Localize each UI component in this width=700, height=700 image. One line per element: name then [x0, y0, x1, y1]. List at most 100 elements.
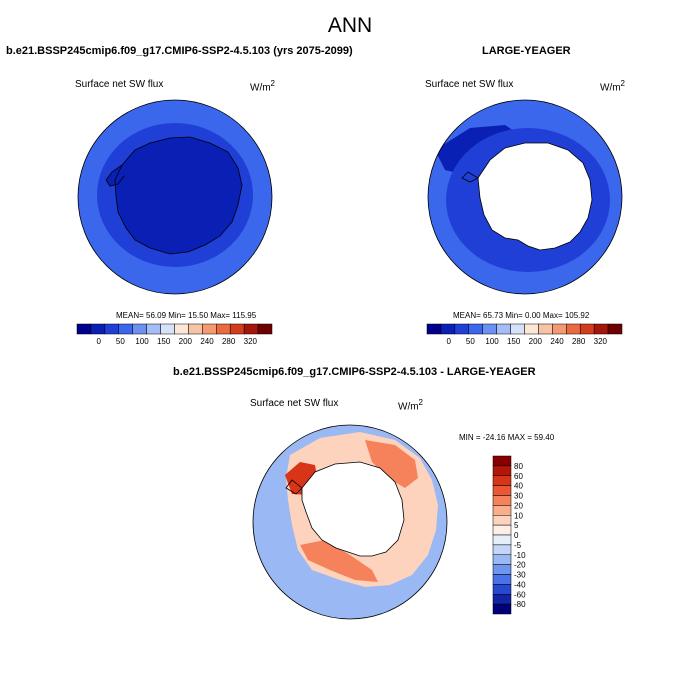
right-ice-mask	[478, 143, 592, 250]
right-colorbar-swatch	[524, 323, 539, 335]
right-stats: MEAN= 65.73 Min= 0.00 Max= 105.92	[453, 311, 590, 320]
left-colorbar-swatch	[90, 323, 106, 335]
right-variable-label: Surface net SW flux	[425, 79, 514, 90]
diff-colorbar-tick-label: -5	[514, 541, 522, 550]
left-colorbar-swatch	[174, 323, 189, 335]
diff-colorbar-swatch	[492, 584, 512, 595]
left-colorbar-swatch	[104, 323, 120, 335]
diff-colorbar-tick-label: 0	[514, 531, 519, 540]
diff-colorbar-swatch	[492, 515, 512, 526]
right-colorbar-swatch	[538, 323, 553, 335]
left-antarctica-region	[115, 137, 242, 254]
diff-colorbar-swatch	[492, 524, 512, 536]
diff-colorbar-tick-label: 30	[514, 492, 523, 501]
right-colorbar-tick-label: 50	[466, 337, 475, 346]
left-colorbar-swatch	[160, 323, 175, 335]
left-map	[77, 99, 273, 295]
diff-colorbar-swatch	[492, 534, 512, 546]
left-case-title: b.e21.BSSP245cmip6.f09_g17.CMIP6-SSP2-4.…	[6, 45, 353, 57]
diff-colorbar-tick-label: 60	[514, 472, 523, 481]
right-colorbar-tick-label: 280	[572, 337, 586, 346]
right-colorbar-tick-label: 320	[594, 337, 608, 346]
diff-map-border	[252, 424, 448, 620]
diff-colorbar-swatch	[492, 544, 512, 555]
diff-colorbar-swatch	[492, 505, 512, 516]
diff-ice-mask	[302, 462, 404, 556]
left-colorbar-swatch	[118, 323, 133, 335]
left-colorbar-tick-label: 150	[157, 337, 171, 346]
left-colorbar-swatch	[188, 323, 203, 335]
diff-variable-label: Surface net SW flux	[250, 398, 339, 409]
diff-colorbar-tick-label: -40	[514, 580, 526, 589]
right-colorbar-swatch	[426, 323, 442, 335]
right-coastline	[461, 142, 593, 251]
right-case-title: LARGE-YEAGER	[482, 45, 571, 57]
diff-colorbar-tick-label: -60	[514, 590, 526, 599]
right-colorbar-swatch	[607, 323, 623, 335]
right-colorbar-swatch	[510, 323, 525, 335]
right-colorbar-tick-label: 150	[507, 337, 521, 346]
right-colorbar-tick-label: 0	[446, 337, 451, 346]
diff-colorbar-tick-label: 5	[514, 521, 519, 530]
left-colorbar-swatch	[132, 323, 147, 335]
diff-strong-ne-region	[365, 440, 418, 488]
left-colorbar-tick-label: 0	[96, 337, 101, 346]
left-colorbar-tick-label: 100	[135, 337, 149, 346]
left-colorbar-swatch	[202, 323, 217, 335]
left-colorbar-tick-label: 50	[116, 337, 125, 346]
diff-colorbar-swatch	[492, 485, 512, 496]
left-colorbar-tick-label: 240	[200, 337, 214, 346]
diff-colorbar-swatch	[492, 564, 512, 575]
right-colorbar-swatch	[566, 323, 581, 335]
diff-colorbar-tick-label: -80	[514, 600, 526, 609]
left-map-border	[77, 99, 273, 295]
right-colorbar-swatch	[593, 323, 609, 335]
diff-map	[252, 424, 448, 620]
right-colorbar-tick-label: 100	[485, 337, 499, 346]
right-colorbar-swatch	[468, 323, 483, 335]
diff-colorbar-swatch	[492, 475, 512, 486]
page-title: ANN	[327, 14, 373, 37]
diff-colorbar-swatch	[492, 594, 512, 605]
left-colorbar-tick-label: 320	[244, 337, 258, 346]
right-colorbar-swatch	[496, 323, 511, 335]
right-colorbar-swatch	[552, 323, 567, 335]
right-colorbar-swatch	[440, 323, 456, 335]
right-colorbar-tick-label: 200	[529, 337, 543, 346]
right-colorbar-swatch	[482, 323, 497, 335]
right-colorbar-swatch	[454, 323, 470, 335]
diff-case-title: b.e21.BSSP245cmip6.f09_g17.CMIP6-SSP2-4.…	[173, 366, 536, 378]
diff-colorbar-tick-label: -10	[514, 551, 526, 560]
left-colorbar-swatch	[216, 323, 231, 335]
right-map-border	[427, 99, 623, 295]
right-colorbar-swatch	[579, 323, 595, 335]
left-colorbar-tick-label: 280	[222, 337, 236, 346]
diff-stats: MIN = -24.16 MAX = 59.40	[459, 433, 555, 442]
diff-colorbar-tick-label: 80	[514, 462, 523, 471]
right-colorbar: 0 50 100 150 200 240 280 320	[426, 323, 623, 346]
left-colorbar-swatch	[229, 323, 245, 335]
left-units-label: W/m2	[250, 79, 275, 94]
left-colorbar-swatch	[243, 323, 259, 335]
left-colorbar-swatch	[76, 323, 92, 335]
diff-colorbar-swatch	[492, 465, 512, 476]
diff-colorbar-tick-label: 20	[514, 501, 523, 510]
diff-colorbar-swatch	[492, 554, 512, 565]
left-colorbar-swatch	[257, 323, 273, 335]
diff-colorbar-swatch	[492, 455, 512, 467]
diff-colorbar-swatch	[492, 495, 512, 506]
diff-colorbar-tick-label: 10	[514, 511, 523, 520]
diff-strong-sw-region	[300, 540, 378, 582]
diff-colorbar-swatch	[492, 574, 512, 585]
left-stats: MEAN= 56.09 Min= 15.50 Max= 115.95	[116, 311, 257, 320]
right-colorbar-tick-label: 240	[550, 337, 564, 346]
diff-colorbar-tick-label: 40	[514, 482, 523, 491]
diff-colorbar-tick-label: -30	[514, 571, 526, 580]
left-variable-label: Surface net SW flux	[75, 79, 164, 90]
left-colorbar-tick-label: 200	[179, 337, 193, 346]
right-map	[427, 99, 623, 295]
left-coastline	[105, 136, 243, 255]
diff-colorbar-tick-label: -20	[514, 561, 526, 570]
